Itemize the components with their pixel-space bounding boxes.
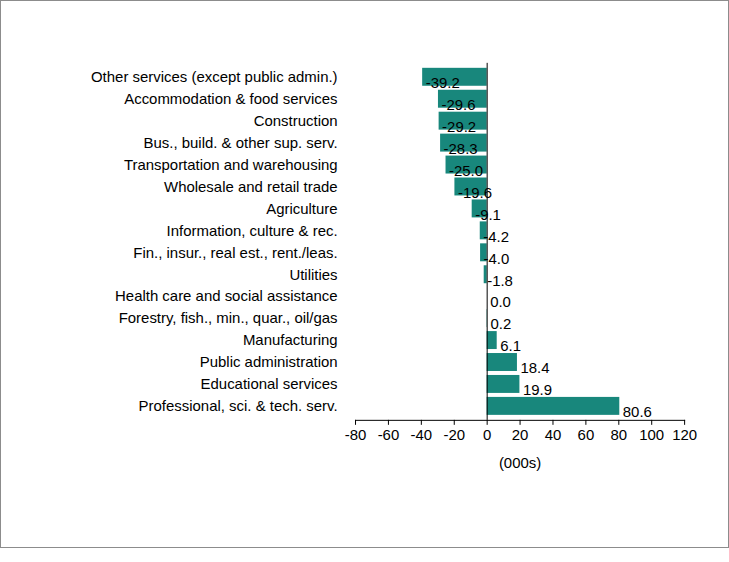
svg-text:-28.3: -28.3	[444, 140, 478, 157]
svg-text:-29.6: -29.6	[441, 96, 475, 113]
svg-text:-4.2: -4.2	[483, 228, 509, 245]
svg-text:-60: -60	[378, 426, 400, 443]
svg-text:Public administration: Public administration	[200, 353, 338, 370]
svg-text:Information, culture & rec.: Information, culture & rec.	[167, 222, 338, 239]
svg-text:Fin., insur., real est., rent.: Fin., insur., real est., rent./leas.	[133, 244, 337, 261]
svg-text:-1.8: -1.8	[487, 272, 513, 289]
svg-text:-20: -20	[443, 426, 465, 443]
svg-text:-80: -80	[345, 426, 367, 443]
svg-text:Accommodation & food services: Accommodation & food services	[124, 90, 337, 107]
svg-text:Utilities: Utilities	[289, 266, 337, 283]
svg-text:-40: -40	[411, 426, 433, 443]
svg-text:100: 100	[639, 426, 664, 443]
svg-text:60: 60	[578, 426, 595, 443]
svg-text:18.4: 18.4	[520, 359, 549, 376]
svg-text:-9.1: -9.1	[475, 206, 501, 223]
svg-text:Transportation and warehousing: Transportation and warehousing	[124, 156, 338, 173]
svg-text:(000s): (000s)	[499, 454, 541, 471]
svg-text:Other services (except public: Other services (except public admin.)	[91, 68, 338, 85]
svg-text:Health care and social assista: Health care and social assistance	[115, 287, 338, 304]
svg-text:80.6: 80.6	[623, 403, 652, 420]
svg-text:-39.2: -39.2	[426, 74, 460, 91]
svg-text:0: 0	[483, 426, 491, 443]
svg-text:Forestry, fish., min., quar.,: Forestry, fish., min., quar., oil/gas	[119, 309, 338, 326]
svg-text:0.2: 0.2	[490, 315, 511, 332]
svg-text:Construction: Construction	[254, 112, 338, 129]
svg-text:-4.0: -4.0	[484, 250, 510, 267]
svg-text:40: 40	[545, 426, 562, 443]
svg-text:120: 120	[672, 426, 697, 443]
svg-text:Professional, sci. & tech. ser: Professional, sci. & tech. serv.	[139, 397, 338, 414]
svg-text:0.0: 0.0	[490, 293, 511, 310]
svg-text:20: 20	[512, 426, 529, 443]
svg-text:Manufacturing: Manufacturing	[243, 331, 338, 348]
svg-text:6.1: 6.1	[500, 337, 521, 354]
svg-text:19.9: 19.9	[523, 381, 552, 398]
svg-text:Bus., build. & other sup. serv: Bus., build. & other sup. serv.	[144, 134, 338, 151]
svg-text:-29.2: -29.2	[442, 118, 476, 135]
svg-text:-19.6: -19.6	[458, 184, 492, 201]
svg-text:Agriculture: Agriculture	[266, 200, 337, 217]
svg-text:80: 80	[610, 426, 627, 443]
svg-text:-25.0: -25.0	[449, 162, 483, 179]
svg-text:Wholesale and retail trade: Wholesale and retail trade	[164, 178, 338, 195]
svg-text:Educational services: Educational services	[201, 375, 338, 392]
